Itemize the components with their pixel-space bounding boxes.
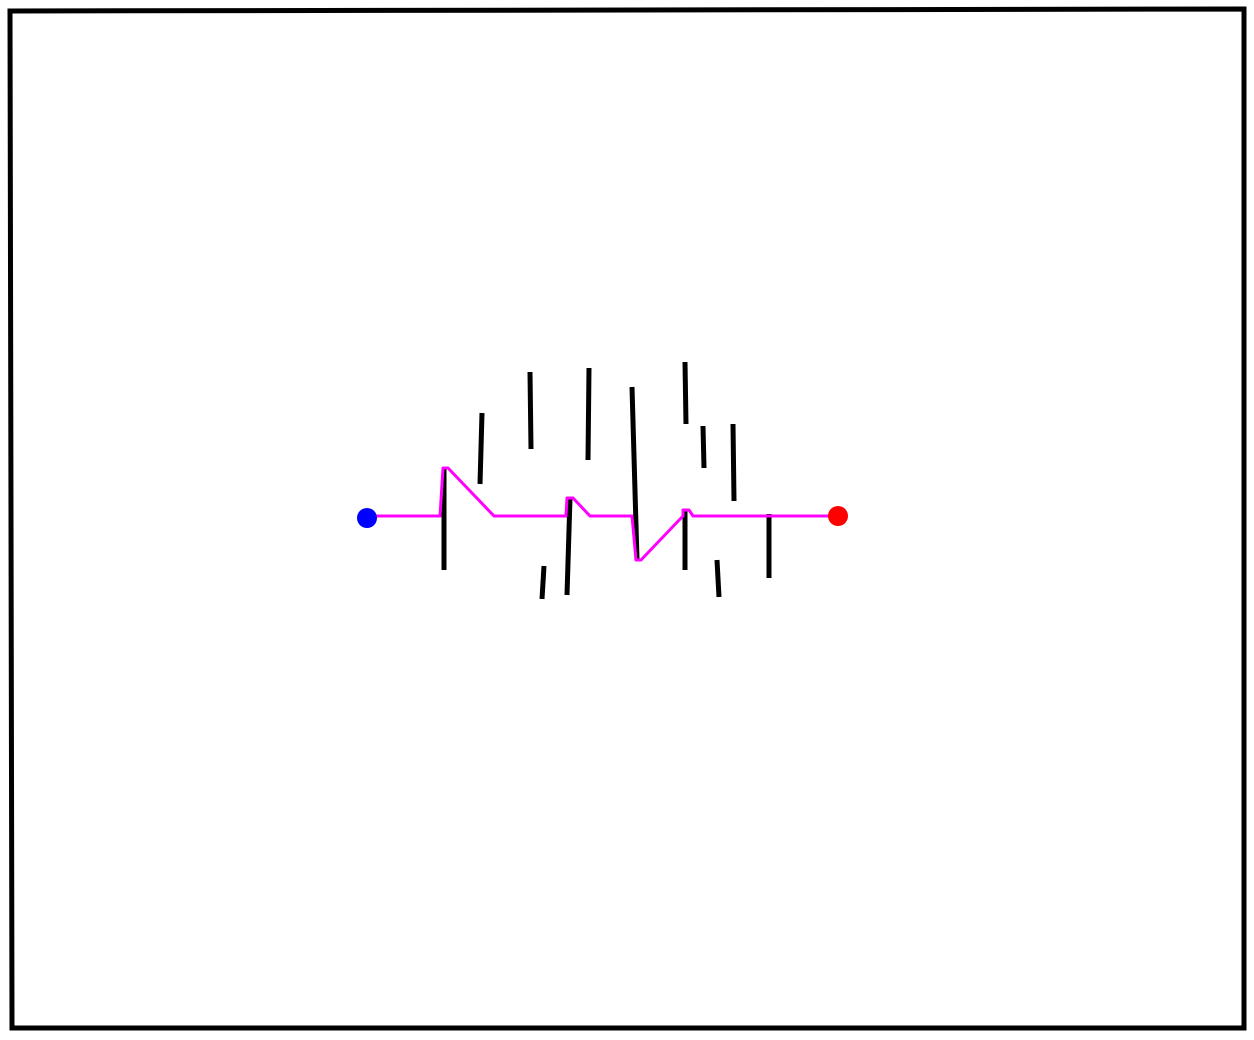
obstacle-3 (527, 371, 534, 450)
obstacles (441, 361, 772, 600)
goal-point (828, 506, 848, 526)
obstacle-8 (730, 423, 737, 502)
workspace-frame (7, 6, 1247, 1031)
obstacle-7 (700, 425, 707, 469)
obstacle-2 (477, 412, 485, 485)
obstacle-9 (564, 497, 573, 596)
planned-path (365, 466, 840, 562)
obstacle-4 (585, 367, 592, 461)
obstacle-6 (682, 361, 689, 425)
obstacle-12 (714, 559, 722, 598)
start-point (357, 508, 377, 528)
obstacle-5 (629, 386, 640, 561)
obstacle-10 (539, 565, 547, 600)
